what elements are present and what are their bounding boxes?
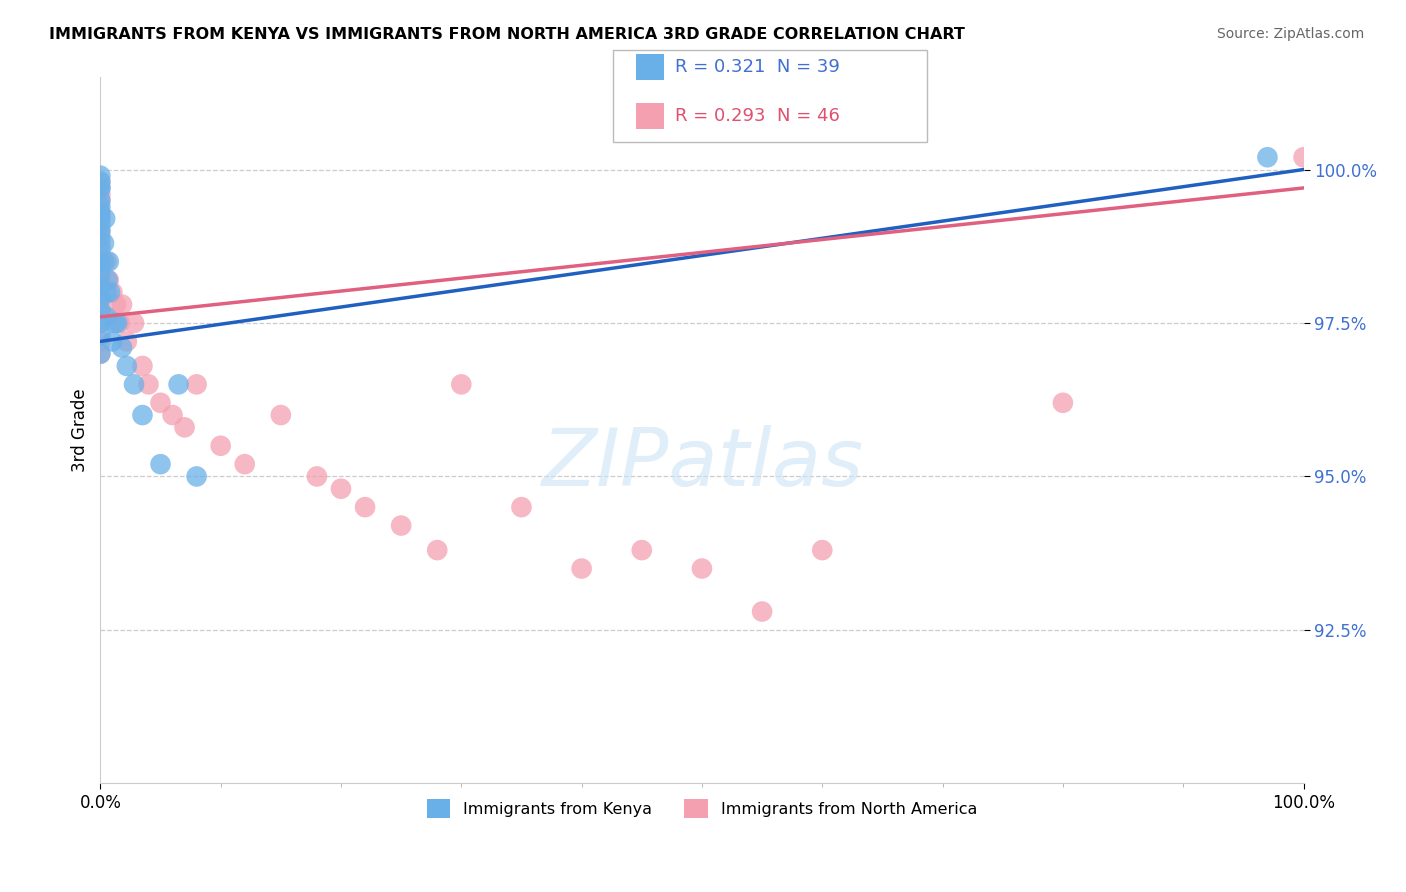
Point	[89, 267, 111, 281]
Point	[89, 292, 111, 306]
Point	[89, 316, 111, 330]
Point	[131, 359, 153, 373]
Point	[330, 482, 353, 496]
Point	[811, 543, 834, 558]
Point	[89, 193, 111, 207]
Point	[426, 543, 449, 558]
Point	[389, 518, 412, 533]
Point	[89, 347, 111, 361]
Text: R = 0.293  N = 46: R = 0.293 N = 46	[675, 107, 839, 125]
Point	[96, 310, 118, 324]
Point	[450, 377, 472, 392]
Point	[89, 303, 111, 318]
Point	[101, 285, 124, 300]
Point	[149, 457, 172, 471]
Point	[96, 285, 118, 300]
Point	[96, 254, 118, 268]
Point	[93, 254, 115, 268]
Point	[89, 292, 111, 306]
Point	[122, 377, 145, 392]
Point	[89, 328, 111, 343]
Point	[1052, 396, 1074, 410]
Point	[97, 254, 120, 268]
Y-axis label: 3rd Grade: 3rd Grade	[72, 389, 89, 472]
Point	[89, 187, 111, 202]
Point	[115, 334, 138, 349]
Point	[1256, 150, 1278, 164]
Point	[122, 316, 145, 330]
Point	[89, 254, 111, 268]
Point	[89, 224, 111, 238]
Point	[173, 420, 195, 434]
Point	[104, 297, 127, 311]
Point	[89, 218, 111, 232]
Point	[93, 236, 115, 251]
Point	[149, 396, 172, 410]
Point	[89, 273, 111, 287]
Point	[89, 267, 111, 281]
Point	[89, 347, 111, 361]
Point	[89, 205, 111, 219]
Point	[89, 224, 111, 238]
Point	[98, 285, 121, 300]
Point	[305, 469, 328, 483]
Point	[89, 175, 111, 189]
Point	[690, 561, 713, 575]
Point	[115, 359, 138, 373]
Point	[89, 175, 111, 189]
Point	[89, 193, 111, 207]
Point	[89, 205, 111, 219]
Point	[131, 408, 153, 422]
Point	[354, 500, 377, 515]
Point	[97, 273, 120, 287]
Point	[89, 211, 111, 226]
Point	[89, 230, 111, 244]
Point	[89, 181, 111, 195]
Point	[111, 297, 134, 311]
Point	[89, 316, 111, 330]
Point	[94, 211, 117, 226]
Point	[270, 408, 292, 422]
Point	[233, 457, 256, 471]
Point	[89, 211, 111, 226]
Point	[89, 334, 111, 349]
Text: Source: ZipAtlas.com: Source: ZipAtlas.com	[1216, 27, 1364, 41]
Point	[89, 199, 111, 213]
Point	[105, 316, 128, 330]
Text: ZIPatlas: ZIPatlas	[541, 425, 865, 503]
Point	[751, 605, 773, 619]
Point	[97, 273, 120, 287]
Point	[101, 334, 124, 349]
Point	[89, 236, 111, 251]
Point	[104, 316, 127, 330]
Point	[209, 439, 232, 453]
Point	[89, 303, 111, 318]
Point	[186, 469, 208, 483]
Point	[89, 254, 111, 268]
Point	[186, 377, 208, 392]
Point	[111, 341, 134, 355]
Point	[571, 561, 593, 575]
Point	[89, 243, 111, 257]
Point	[89, 169, 111, 183]
Text: R = 0.321  N = 39: R = 0.321 N = 39	[675, 58, 839, 76]
Text: IMMIGRANTS FROM KENYA VS IMMIGRANTS FROM NORTH AMERICA 3RD GRADE CORRELATION CHA: IMMIGRANTS FROM KENYA VS IMMIGRANTS FROM…	[49, 27, 965, 42]
Point	[108, 316, 131, 330]
Point	[510, 500, 533, 515]
Point	[162, 408, 184, 422]
Point	[630, 543, 652, 558]
Point	[89, 181, 111, 195]
Point	[1292, 150, 1315, 164]
Legend: Immigrants from Kenya, Immigrants from North America: Immigrants from Kenya, Immigrants from N…	[420, 793, 984, 825]
Point	[89, 279, 111, 293]
Point	[167, 377, 190, 392]
Point	[138, 377, 160, 392]
